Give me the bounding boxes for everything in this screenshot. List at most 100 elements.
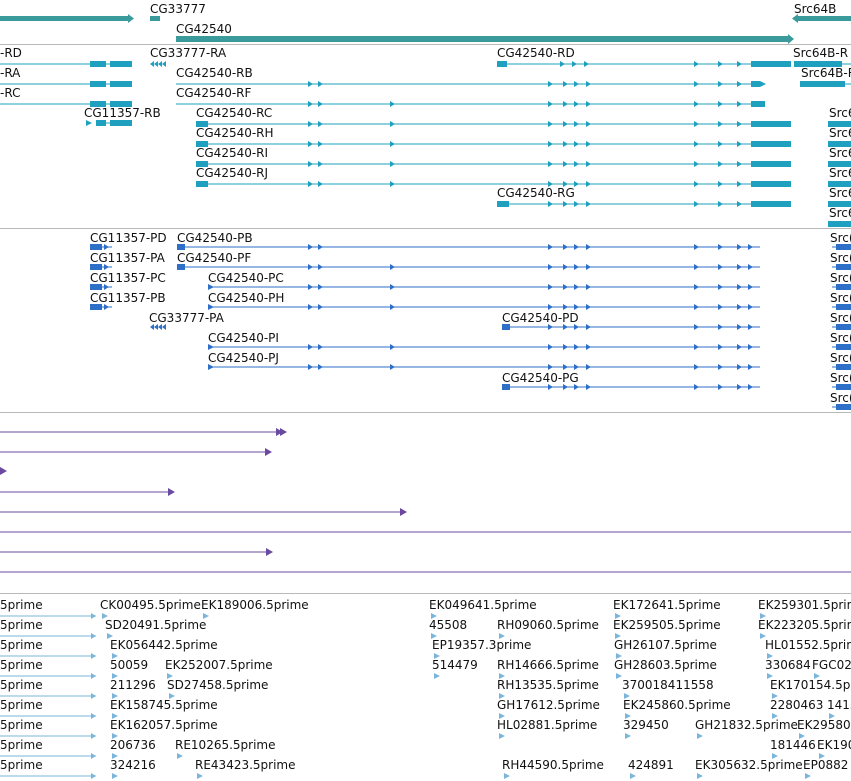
est-label[interactable]: 324216 [110,758,156,772]
gene-label[interactable]: CG42540 [176,22,232,36]
protein-label[interactable]: Src( [830,311,851,325]
protein-label[interactable]: CG42540-PI [208,331,279,345]
est-label[interactable]: 211296 [110,678,156,692]
est-label[interactable]: EK305632.5prime [695,758,803,772]
est-label[interactable]: 2280463 [770,698,824,712]
transcript-label[interactable]: CG11357-RB [84,106,161,120]
est-label[interactable]: GH21832.5prime [695,718,798,732]
protein-label[interactable]: Src( [830,331,851,345]
est-label[interactable]: EK162057.5prime [110,718,218,732]
protein-label[interactable]: Src( [830,231,851,245]
transcript-label[interactable]: Src64B-R [793,46,849,60]
est-label[interactable]: 5prime [0,678,43,692]
est-label[interactable]: EK190 [817,738,851,752]
est-label[interactable]: 424891 [628,758,674,772]
protein-label[interactable]: CG11357-PD [90,231,167,245]
est-label[interactable]: 5prime [0,738,43,752]
est-label[interactable]: EK189006.5prime [201,598,309,612]
protein-label[interactable]: CG33777-PA [149,311,224,325]
est-label[interactable]: 370018411558 [622,678,714,692]
protein-label[interactable]: Src( [830,251,851,265]
transcript-label[interactable]: Src6 [829,186,851,200]
est-label[interactable]: 5prime [0,598,43,612]
protein-label[interactable]: CG42540-PB [177,231,253,245]
est-label[interactable]: RE10265.5prime [175,738,276,752]
est-label[interactable]: SD27458.5prime [167,678,269,692]
est-label[interactable]: RE43423.5prime [195,758,296,772]
est-label[interactable]: EP19357.3prime [432,638,532,652]
protein-label[interactable]: CG11357-PB [90,291,166,305]
est-label[interactable]: 5prime [0,758,43,772]
gene-bar[interactable] [176,36,788,42]
protein-label[interactable]: Src( [830,351,851,365]
est-label[interactable]: 181446 [770,738,816,752]
protein-label[interactable]: CG42540-PF [177,251,252,265]
transcript-label[interactable]: CG42540-RH [196,126,274,140]
est-label[interactable]: 5prime [0,658,43,672]
transcript-label[interactable]: Src6 [829,166,851,180]
est-label[interactable]: 5prime [0,718,43,732]
est-label[interactable]: 206736 [110,738,156,752]
est-label[interactable]: EK29580 [797,718,851,732]
est-label[interactable]: EK056442.5prime [110,638,218,652]
est-label[interactable]: 1413 [827,698,851,712]
gene-bar[interactable] [150,16,160,21]
transcript-label[interactable]: CG42540-RC [196,106,273,120]
transcript-label[interactable]: -RA [0,66,21,80]
transcript-label[interactable]: CG42540-RD [497,46,575,60]
est-label[interactable]: GH17612.5prime [497,698,600,712]
protein-label[interactable]: CG42540-PC [208,271,284,285]
est-label[interactable]: EK259301.5prime [758,598,851,612]
est-label[interactable]: 5prime [0,638,43,652]
est-label[interactable]: HL02881.5prime [497,718,598,732]
est-label[interactable]: HL01552.5prime [765,638,851,652]
transcript-label[interactable]: CG42540-RB [176,66,253,80]
est-label[interactable]: EK223205.5prime [758,618,851,632]
est-label[interactable]: 5prime [0,698,43,712]
est-label[interactable]: 329450 [623,718,669,732]
est-label[interactable]: RH14666.5prime [497,658,599,672]
est-label[interactable]: FGC02 [812,658,851,672]
transcript-label[interactable]: Src64B-R [801,66,851,80]
gene-label[interactable]: Src64B [794,2,837,16]
est-label[interactable]: 5prime [0,618,43,632]
transcript-label[interactable]: -RC [0,86,21,100]
est-label[interactable]: EK172641.5prime [613,598,721,612]
protein-label[interactable]: CG11357-PA [90,251,165,265]
est-label[interactable]: RH09060.5prime [497,618,599,632]
est-label[interactable]: EP0882 [803,758,849,772]
protein-label[interactable]: Src( [830,271,851,285]
transcript-label[interactable]: Src6 [829,146,851,160]
est-label[interactable]: SD20491.5prime [105,618,207,632]
est-label[interactable]: GH26107.5prime [614,638,717,652]
protein-label[interactable]: CG42540-PD [502,311,579,325]
est-label[interactable]: 330684 [765,658,811,672]
transcript-label[interactable]: CG42540-RG [497,186,575,200]
gene-bar[interactable] [798,16,851,21]
est-label[interactable]: GH28603.5prime [614,658,717,672]
est-label[interactable]: RH13535.5prime [497,678,599,692]
gene-label[interactable]: CG33777 [150,2,206,16]
est-label[interactable]: EK259505.5prime [613,618,721,632]
protein-label[interactable]: Src( [830,371,851,385]
gene-bar[interactable] [0,16,128,21]
est-label[interactable]: 50059 [110,658,149,672]
protein-label[interactable]: CG42540-PH [208,291,285,305]
transcript-label[interactable]: Src6 [829,106,851,120]
transcript-label[interactable]: CG42540-RF [176,86,252,100]
est-label[interactable]: CK00495.5prime [100,598,201,612]
est-label[interactable]: EK158745.5prime [110,698,218,712]
est-label[interactable]: EK252007.5prime [165,658,273,672]
transcript-label[interactable]: Src6 [829,126,851,140]
est-label[interactable]: 514479 [432,658,478,672]
transcript-label[interactable]: CG33777-RA [150,46,227,60]
protein-label[interactable]: CG42540-PG [502,371,579,385]
transcript-label[interactable]: -RD [0,46,22,60]
est-label[interactable]: EK245860.5prime [623,698,731,712]
protein-label[interactable]: Src( [830,291,851,305]
protein-label[interactable]: Src( [830,391,851,405]
transcript-label[interactable]: Src6 [829,206,851,220]
est-label[interactable]: EK049641.5prime [429,598,537,612]
est-label[interactable]: RH44590.5prime [502,758,604,772]
est-label[interactable]: 45508 [429,618,468,632]
